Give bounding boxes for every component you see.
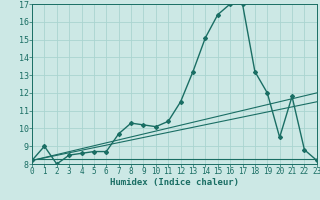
X-axis label: Humidex (Indice chaleur): Humidex (Indice chaleur) [110, 178, 239, 187]
